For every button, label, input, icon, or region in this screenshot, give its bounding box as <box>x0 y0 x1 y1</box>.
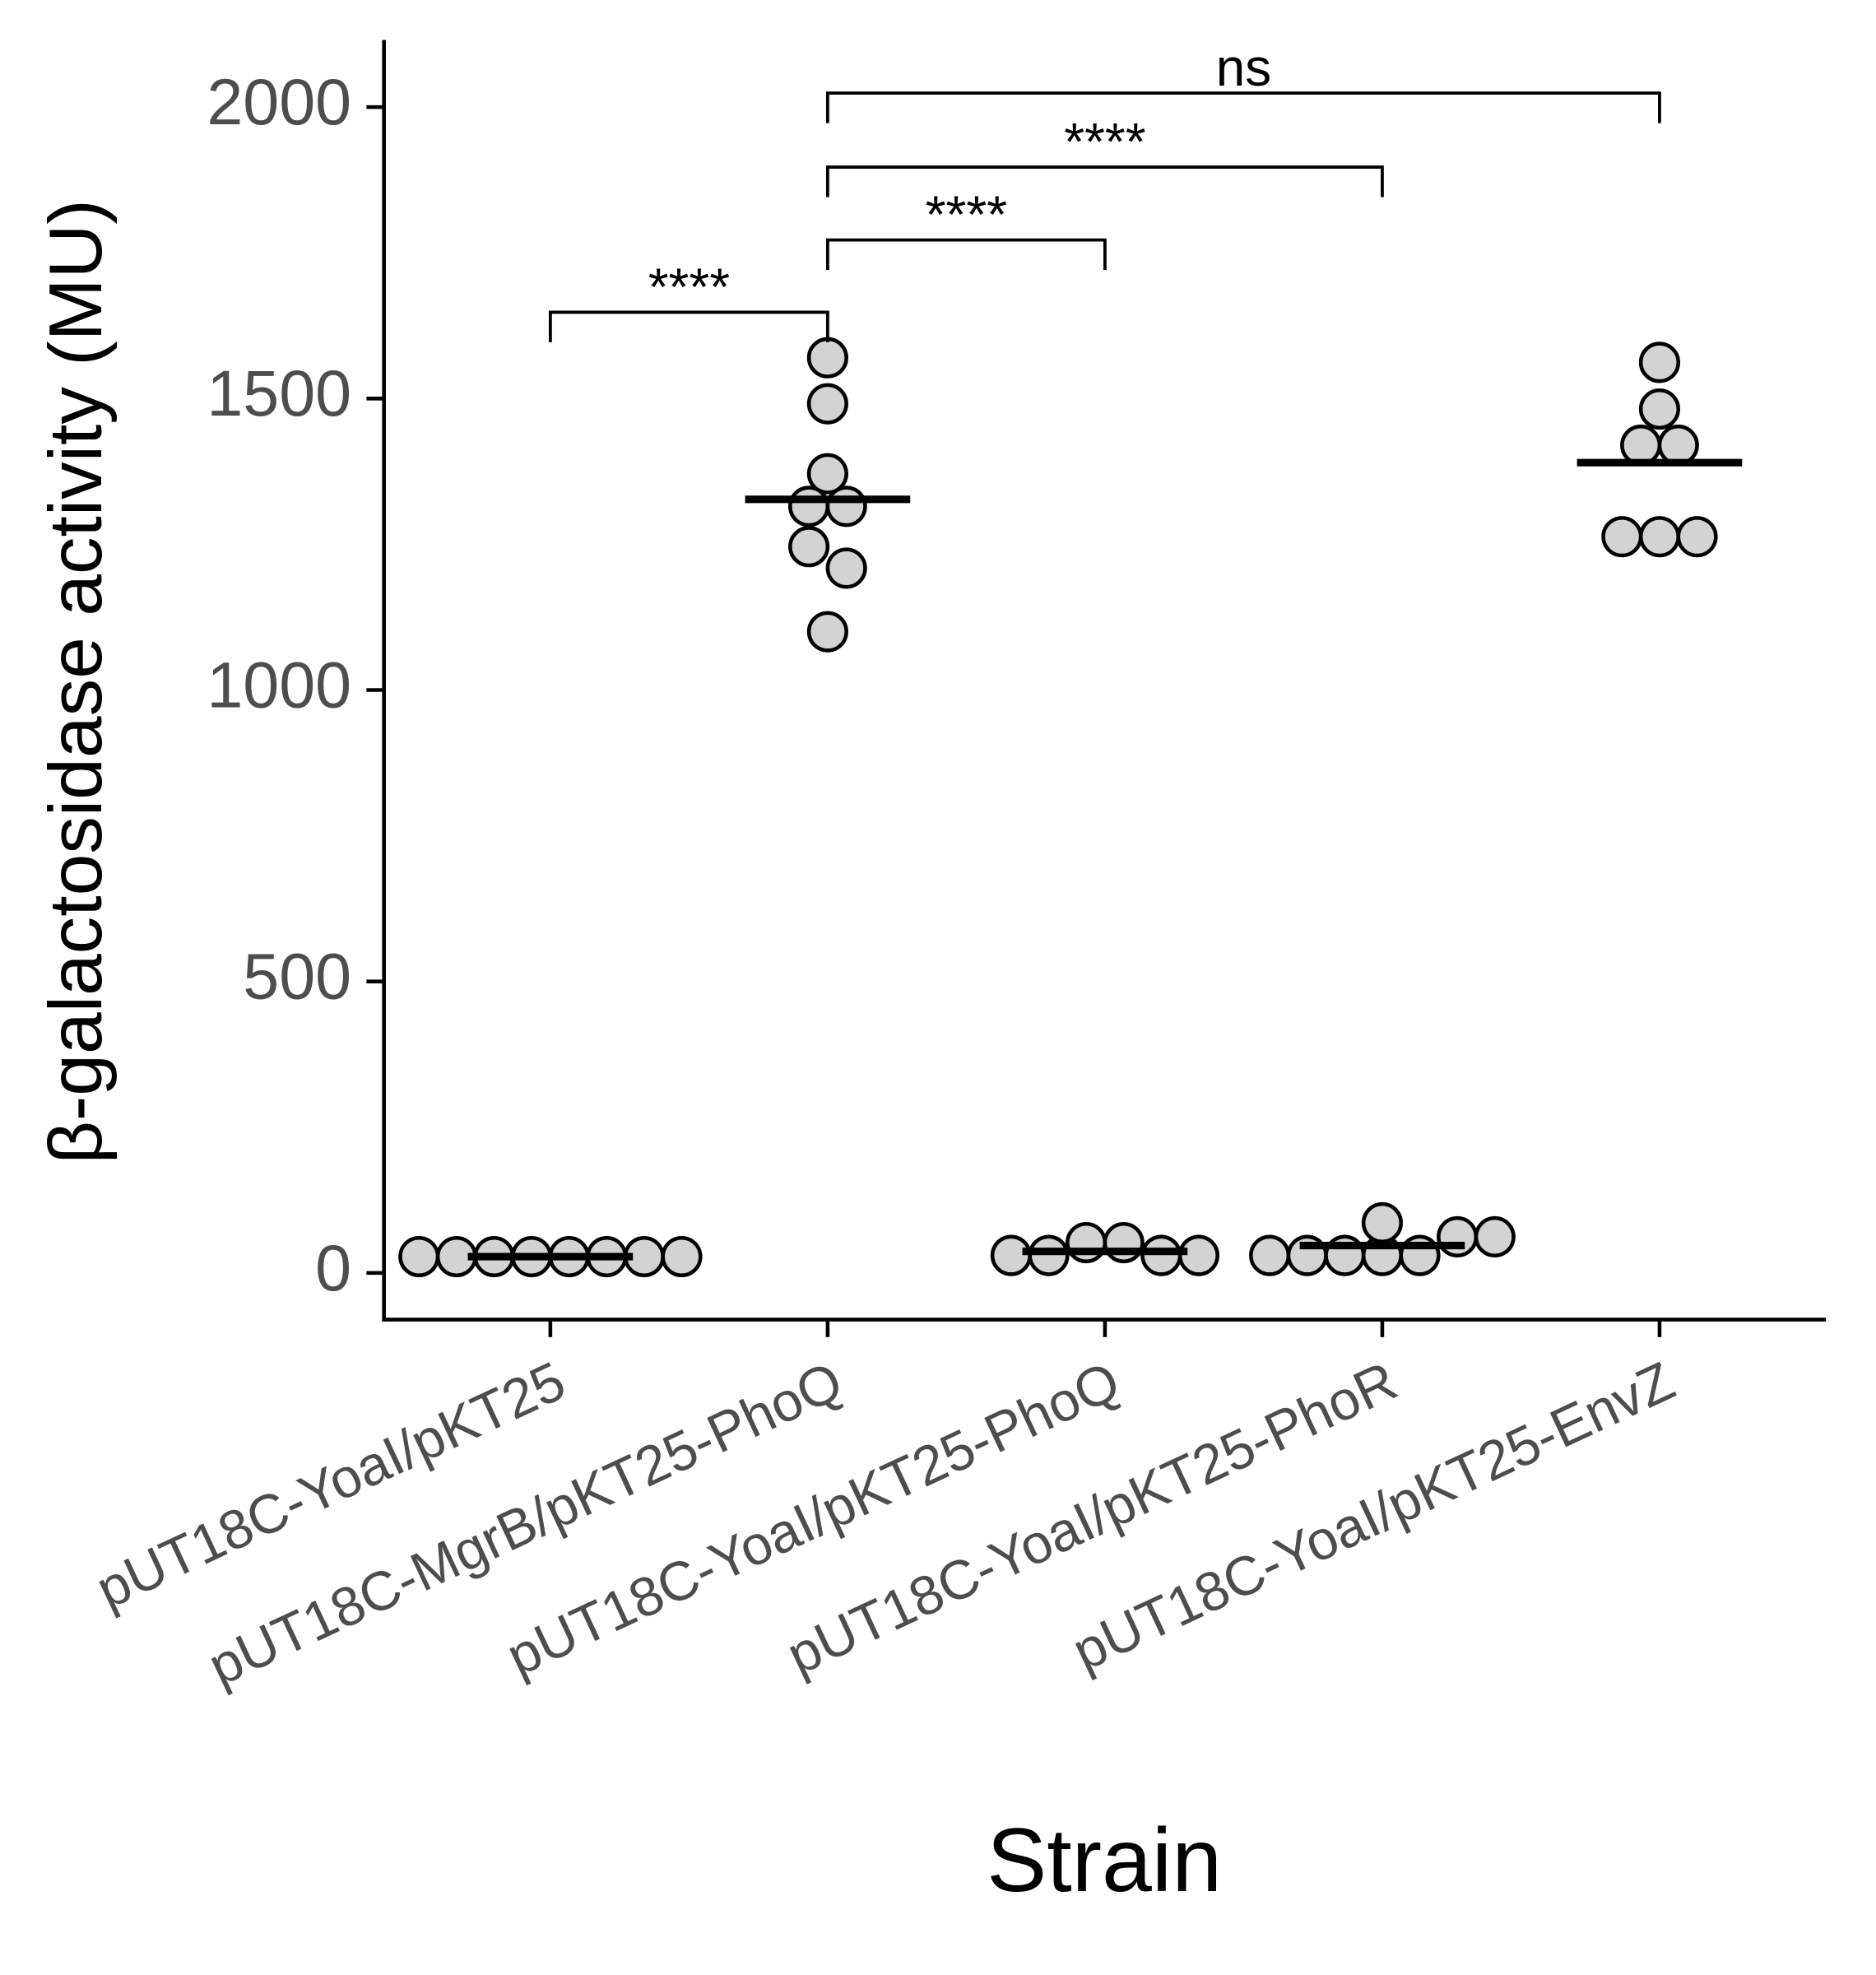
data-point <box>788 526 830 568</box>
data-point <box>1066 1221 1107 1264</box>
significance-bracket <box>825 238 1107 271</box>
significance-label: **** <box>648 257 730 316</box>
data-point <box>1437 1215 1479 1258</box>
data-point <box>825 486 867 527</box>
data-point <box>1361 1201 1404 1244</box>
x-axis-title: Strain <box>987 1810 1222 1911</box>
significance-bracket <box>825 91 1661 123</box>
data-point <box>806 383 848 425</box>
significance-label: **** <box>1064 112 1145 171</box>
data-point <box>825 547 867 589</box>
data-point <box>1657 424 1699 467</box>
significance-bracket <box>825 165 1384 198</box>
y-tick-label: 2000 <box>207 65 351 138</box>
data-point <box>1638 388 1681 430</box>
data-point <box>1140 1234 1182 1276</box>
significance-label: ns <box>1216 38 1271 97</box>
data-point <box>1601 516 1643 558</box>
data-point <box>990 1234 1032 1276</box>
data-point <box>1638 342 1681 383</box>
data-point <box>806 453 848 495</box>
data-point <box>398 1235 440 1278</box>
data-point <box>1103 1221 1145 1264</box>
significance-bracket <box>548 310 829 342</box>
y-tick-label: 1500 <box>207 356 351 430</box>
data-point <box>1638 516 1681 558</box>
y-tick-label: 1000 <box>207 648 351 721</box>
data-point <box>1620 424 1662 467</box>
data-point <box>661 1235 703 1278</box>
data-point <box>1474 1215 1516 1258</box>
y-tick-label: 500 <box>243 940 351 1013</box>
y-axis-title: β-galactosidase activity (MU) <box>34 199 118 1164</box>
data-point <box>806 337 848 379</box>
data-point <box>806 611 848 653</box>
significance-label: **** <box>926 184 1007 244</box>
data-point <box>1028 1234 1070 1276</box>
data-point <box>1249 1234 1291 1276</box>
data-point <box>1676 516 1718 558</box>
data-point <box>1177 1234 1219 1276</box>
y-tick-label: 0 <box>315 1231 351 1304</box>
data-point <box>788 486 830 527</box>
